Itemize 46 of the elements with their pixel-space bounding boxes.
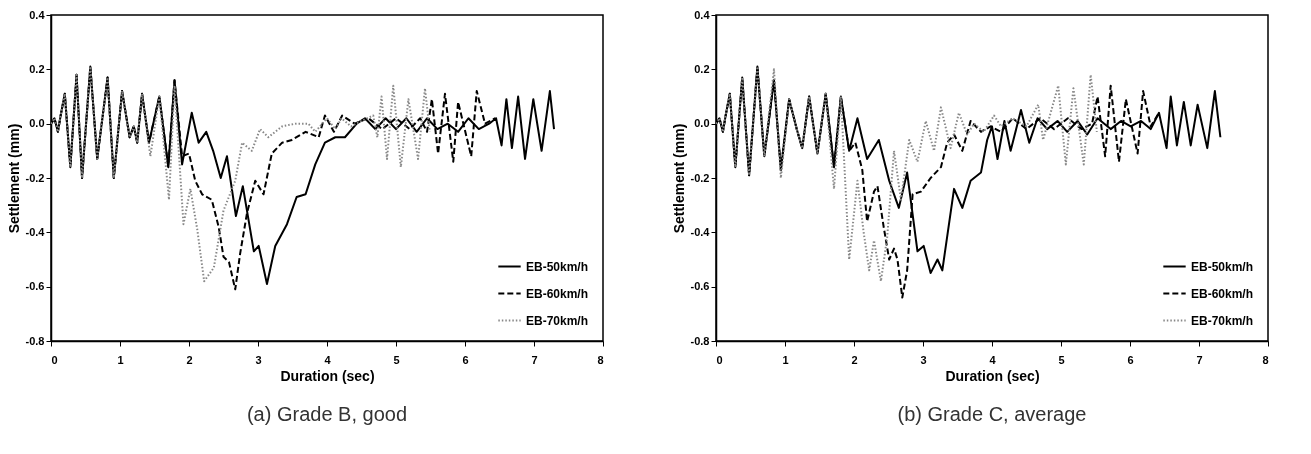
- y-tick-label: -0.2: [690, 171, 710, 184]
- x-tick-label: 4: [324, 353, 332, 366]
- x-tick-label: 2: [186, 353, 193, 366]
- legend-label: EB-50km/h: [1191, 259, 1254, 274]
- x-tick-label: 0: [716, 353, 723, 366]
- x-tick-label: 6: [462, 353, 469, 366]
- x-tick-label: 7: [531, 353, 538, 366]
- x-tick-label: 1: [782, 353, 789, 366]
- y-tick-label: -0.4: [690, 225, 711, 238]
- x-tick-label: 1: [117, 353, 124, 366]
- x-tick-label: 5: [1058, 353, 1065, 366]
- x-tick-label: 6: [1127, 353, 1134, 366]
- x-tick-label: 5: [393, 353, 400, 366]
- text: (a) Grade B, good: [246, 403, 408, 425]
- y-tick-label: -0.4: [25, 225, 46, 238]
- y-axis-title: Settlement (mm): [670, 123, 687, 234]
- x-tick-label: 3: [255, 353, 262, 366]
- x-tick-label: 2: [851, 353, 858, 366]
- line-series: [716, 65, 1098, 283]
- legend-label: EB-60km/h: [526, 286, 589, 301]
- y-tick-label: -0.2: [25, 171, 45, 184]
- y-tick-label: 0.2: [694, 62, 710, 75]
- y-tick-label: 0.2: [29, 62, 45, 75]
- legend-label: EB-70km/h: [1191, 313, 1254, 328]
- x-tick-label: 3: [920, 353, 927, 366]
- x-axis-title: Duration (sec): [280, 367, 375, 384]
- x-tick-label: 8: [1262, 353, 1269, 366]
- line-series: [51, 65, 431, 283]
- legend-label: EB-50km/h: [526, 259, 589, 274]
- y-tick-label: -0.6: [690, 280, 710, 293]
- y-tick-label: -0.8: [25, 334, 45, 347]
- y-tick-label: -0.6: [25, 280, 45, 293]
- y-tick-label: 0.4: [694, 8, 711, 21]
- y-tick-label: 0.4: [29, 8, 46, 21]
- text: (b) Grade C, average: [897, 403, 1087, 425]
- y-axis-title: Settlement (mm): [5, 123, 22, 234]
- x-tick-label: 7: [1196, 353, 1203, 366]
- legend-label: EB-70km/h: [526, 313, 589, 328]
- x-tick-label: 8: [597, 353, 604, 366]
- legend-label: EB-60km/h: [1191, 286, 1254, 301]
- x-tick-label: 0: [51, 353, 58, 366]
- x-tick-label: 4: [989, 353, 997, 366]
- y-tick-label: -0.8: [690, 334, 710, 347]
- x-axis-title: Duration (sec): [945, 367, 1040, 384]
- y-tick-label: 0.0: [29, 117, 45, 130]
- y-tick-label: 0.0: [694, 117, 710, 130]
